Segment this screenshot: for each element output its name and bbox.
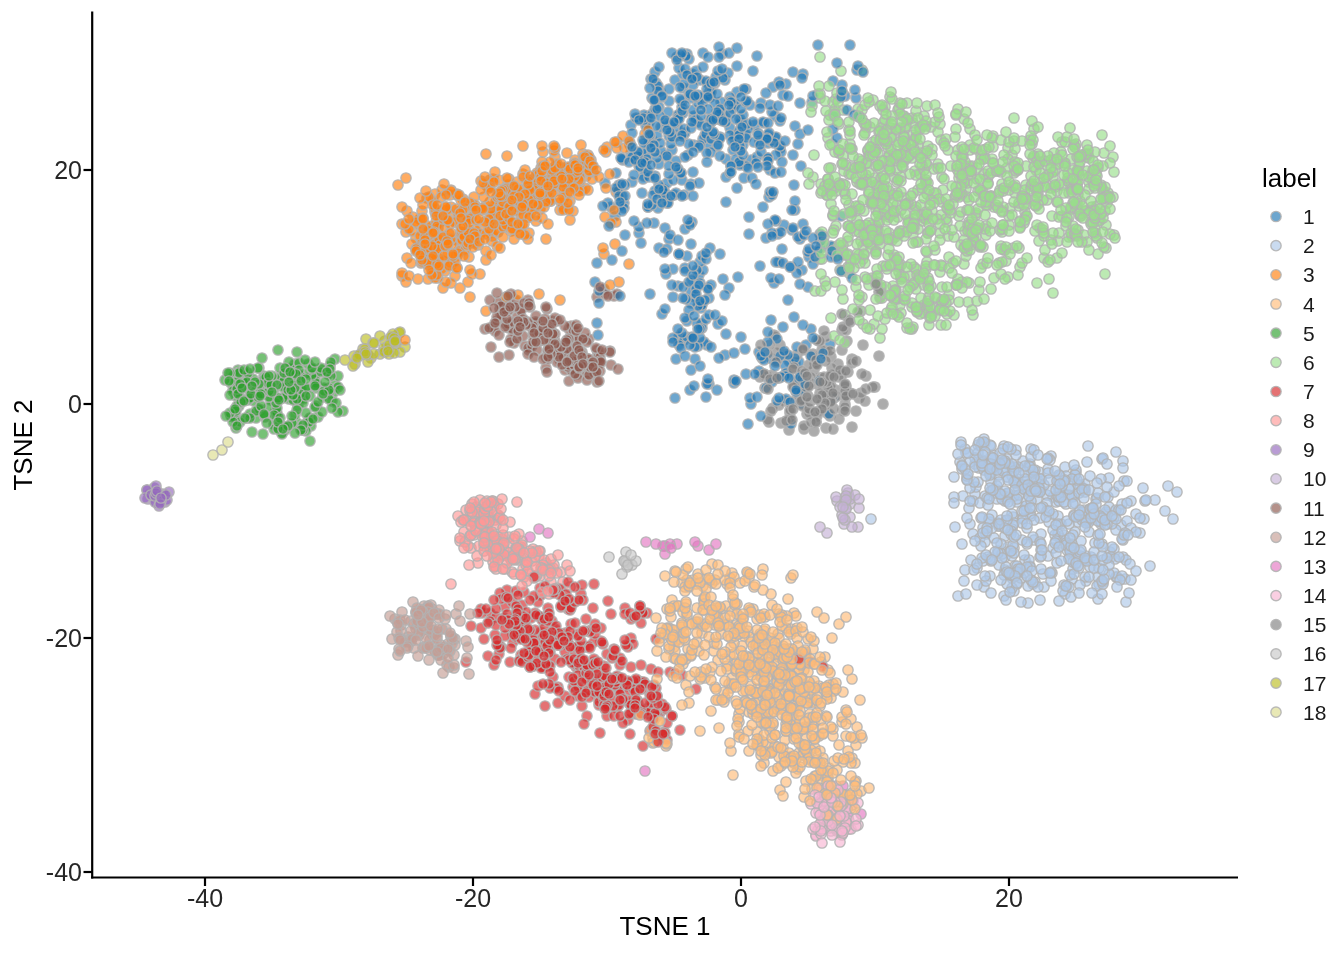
svg-text:-20: -20 xyxy=(46,624,82,652)
svg-text:11: 11 xyxy=(1303,497,1325,520)
svg-text:6: 6 xyxy=(1303,351,1315,374)
svg-text:5: 5 xyxy=(1303,322,1315,345)
svg-text:15: 15 xyxy=(1303,613,1326,636)
svg-text:-40: -40 xyxy=(187,884,223,912)
svg-text:16: 16 xyxy=(1303,642,1326,665)
svg-text:17: 17 xyxy=(1303,672,1326,695)
svg-text:14: 14 xyxy=(1303,584,1327,607)
svg-text:-40: -40 xyxy=(46,858,82,886)
svg-text:18: 18 xyxy=(1303,701,1326,724)
svg-text:0: 0 xyxy=(68,390,82,418)
svg-text:-20: -20 xyxy=(455,884,491,912)
svg-text:label: label xyxy=(1262,163,1317,193)
svg-text:2: 2 xyxy=(1303,234,1315,257)
svg-text:0: 0 xyxy=(734,884,748,912)
svg-text:8: 8 xyxy=(1303,409,1315,432)
svg-text:12: 12 xyxy=(1303,526,1326,549)
svg-text:TSNE 2: TSNE 2 xyxy=(8,399,38,490)
svg-text:1: 1 xyxy=(1303,205,1315,228)
svg-text:13: 13 xyxy=(1303,555,1326,578)
svg-text:4: 4 xyxy=(1303,293,1315,316)
svg-text:20: 20 xyxy=(54,156,82,184)
svg-text:3: 3 xyxy=(1303,263,1315,286)
svg-text:20: 20 xyxy=(995,884,1023,912)
svg-text:10: 10 xyxy=(1303,467,1326,490)
svg-text:7: 7 xyxy=(1303,380,1315,403)
svg-text:9: 9 xyxy=(1303,438,1315,461)
svg-text:TSNE 1: TSNE 1 xyxy=(619,911,710,941)
